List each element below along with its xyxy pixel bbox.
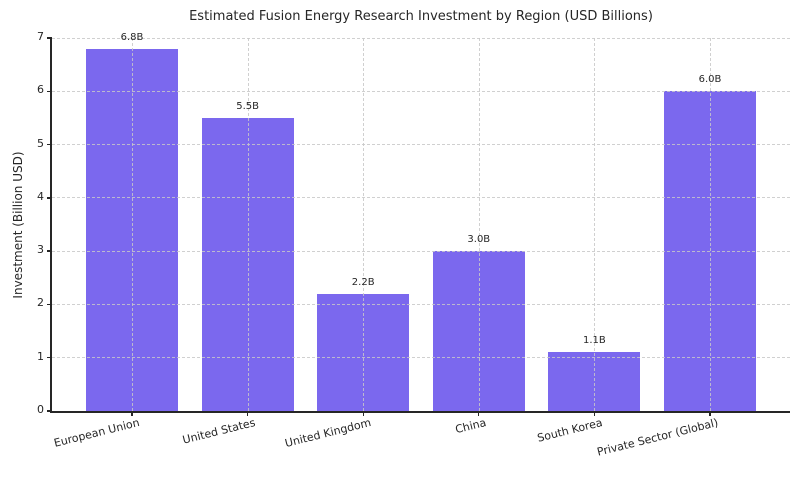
y-axis-line (50, 38, 52, 413)
y-axis-tick-label-4: 4 (37, 189, 44, 203)
chart-title: Estimated Fusion Energy Research Investm… (189, 9, 653, 24)
bar-value-label-5: 6.0B (698, 74, 722, 86)
gridline-horizontal-7 (52, 37, 790, 39)
gridline-vertical-4 (594, 38, 596, 411)
gridline-horizontal-2 (52, 303, 790, 305)
y-axis-tick-label-6: 6 (37, 83, 44, 97)
y-tick-mark-6 (47, 90, 52, 92)
y-tick-mark-5 (47, 143, 52, 146)
gridline-vertical-5 (710, 38, 711, 411)
y-tick-mark-7 (47, 37, 52, 39)
x-axis-tick-label-1: United States (181, 416, 257, 447)
bar-value-label-4: 1.1B (583, 335, 606, 347)
y-tick-mark-1 (47, 357, 52, 359)
y-axis-tick-label-3: 3 (37, 243, 44, 257)
x-tick-mark-4 (593, 412, 596, 416)
bar-value-label-3: 3.0B (467, 234, 491, 246)
x-axis-tick-label-2: United Kingdom (283, 416, 373, 450)
y-axis-label: Investment (Billion USD) (11, 151, 25, 299)
gridline-horizontal-1 (52, 357, 790, 359)
x-tick-mark-1 (246, 412, 249, 416)
x-axis-tick-label-4: South Korea (535, 416, 604, 445)
x-axis-tick-label-0: European Union (52, 416, 142, 450)
bar-value-label-1: 5.5B (236, 100, 259, 112)
y-tick-mark-4 (47, 197, 52, 199)
gridline-horizontal-5 (52, 144, 790, 146)
x-axis-tick-label-3: China (454, 416, 488, 437)
x-axis-line (50, 411, 790, 413)
y-tick-mark-2 (47, 303, 52, 306)
gridline-vertical-3 (478, 38, 480, 411)
y-tick-mark-0 (47, 410, 52, 412)
y-tick-mark-3 (47, 250, 52, 252)
y-axis-tick-label-7: 7 (37, 30, 44, 43)
x-tick-mark-0 (131, 412, 133, 416)
x-axis-tick-label-5: Private Sector (Global) (595, 416, 720, 459)
x-tick-mark-2 (362, 412, 364, 416)
gridline-horizontal-3 (52, 250, 790, 252)
x-tick-mark-5 (709, 412, 711, 416)
y-axis-tick-label-2: 2 (37, 296, 44, 310)
y-axis-tick-label-1: 1 (37, 349, 44, 363)
x-tick-mark-3 (478, 412, 480, 416)
plot-area: 6.8B European Union 5.5B United States 2.2B U… (52, 32, 790, 459)
gridline-horizontal-6 (52, 90, 790, 92)
bar-value-label-2: 2.2B (351, 276, 375, 288)
y-axis-tick-label-5: 5 (37, 136, 44, 150)
gridline-vertical-2 (363, 38, 365, 411)
gridline-vertical-0 (132, 38, 133, 411)
gridline-horizontal-4 (52, 197, 790, 199)
y-axis-tick-label-0: 0 (37, 403, 44, 416)
bar-value-label-0: 6.8B (120, 31, 144, 43)
gridline-vertical-1 (247, 38, 249, 411)
